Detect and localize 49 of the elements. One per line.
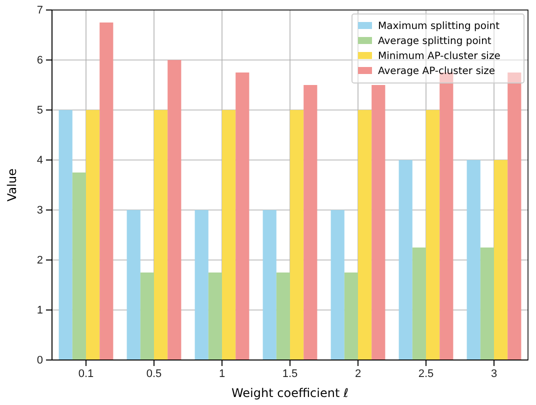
y-tick-label: 2 [36,254,43,267]
bar [262,210,276,360]
bar [398,160,412,360]
bar [222,110,236,360]
bar [276,272,290,360]
bar [440,72,454,360]
bar [236,72,250,360]
bar [330,210,344,360]
bar [344,272,358,360]
y-tick-label: 7 [36,4,43,17]
bar [412,248,426,360]
bar [86,110,100,360]
y-tick-label: 6 [36,54,43,67]
bar [290,110,304,360]
y-tick-label: 5 [36,104,43,117]
x-tick-label: 2 [354,368,362,380]
y-tick-label: 3 [36,204,43,217]
legend-label: Average AP-cluster size [378,66,496,77]
bar [194,210,208,360]
bar [154,110,168,360]
bar [100,22,114,360]
bar [58,110,72,360]
legend-label: Maximum splitting point [378,21,500,32]
x-tick-label: 1 [218,368,226,380]
bar [494,160,508,360]
bar [508,72,522,360]
x-tick-label: 1.5 [282,368,298,380]
bar [372,85,386,360]
x-axis-title: Weight coefficient ℓ [232,386,349,400]
x-tick-label: 2.5 [418,368,434,380]
bar [140,272,154,360]
bar [480,248,494,360]
y-tick-label: 1 [36,304,43,317]
y-axis-title: Value [5,168,19,202]
bar [426,110,440,360]
bar [304,85,318,360]
bar [208,272,222,360]
legend-label: Average splitting point [378,36,492,47]
x-tick-label: 0.1 [78,368,94,380]
x-tick-label: 3 [490,368,498,380]
bar [168,60,182,360]
bar [72,172,86,360]
y-tick-label: 4 [36,154,43,167]
bar [126,210,140,360]
x-tick-label: 0.5 [146,368,162,380]
legend-label: Minimum AP-cluster size [378,51,500,62]
bar [466,160,480,360]
bar [358,110,372,360]
y-tick-label: 0 [36,354,43,367]
